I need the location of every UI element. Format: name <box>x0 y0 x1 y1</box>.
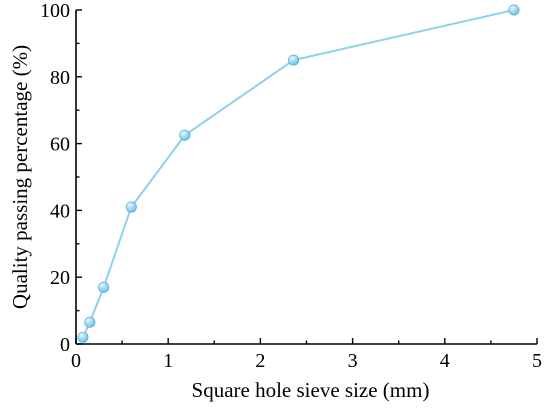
y-tick-label: 40 <box>50 200 70 222</box>
y-tick-label: 80 <box>50 67 70 89</box>
x-tick-label: 3 <box>348 350 358 372</box>
data-point <box>508 4 520 16</box>
data-point <box>179 129 191 141</box>
series-group <box>77 4 520 343</box>
y-tick-label: 0 <box>60 334 70 356</box>
data-point <box>125 201 137 213</box>
x-tick-label: 0 <box>71 350 81 372</box>
data-point <box>98 281 110 293</box>
x-tick-label: 2 <box>255 350 265 372</box>
x-tick-label: 1 <box>163 350 173 372</box>
axes: 0 1 2 3 4 5 0 20 40 60 80 100 <box>40 0 542 372</box>
y-axis-title: Quality passing percentage (%) <box>8 45 32 309</box>
data-point <box>84 316 96 328</box>
data-point <box>77 331 89 343</box>
data-point <box>288 54 300 66</box>
y-tick-label: 100 <box>40 0 70 22</box>
y-tick-label: 60 <box>50 134 70 156</box>
y-tick-label: 20 <box>50 267 70 289</box>
x-tick-label: 5 <box>532 350 542 372</box>
x-axis-title: Square hole sieve size (mm) <box>192 378 430 402</box>
x-tick-label: 4 <box>440 350 450 372</box>
